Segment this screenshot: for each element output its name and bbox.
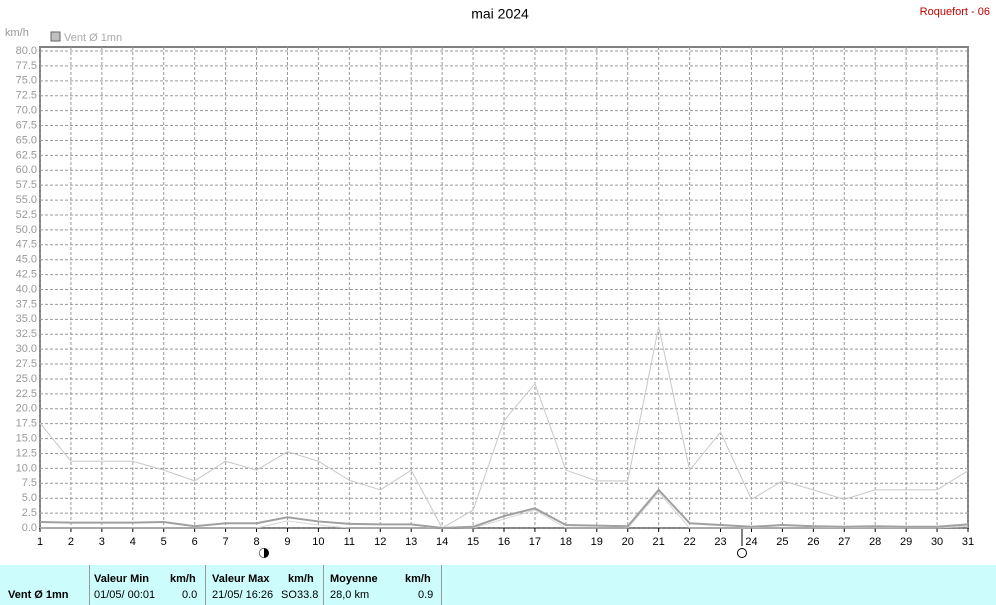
- x-tick-label: 13: [405, 536, 417, 548]
- stat-unit: km/h: [405, 573, 431, 585]
- stat-date: 21/05/ 16:26: [212, 589, 274, 601]
- stat-value: 0.9: [418, 589, 434, 601]
- x-tick-label: 16: [498, 536, 510, 548]
- y-tick-label: 15.0: [16, 432, 37, 444]
- y-tick-label: 22.5: [16, 388, 37, 400]
- y-tick-label: 5.0: [22, 492, 37, 504]
- y-tick-label: 42.5: [16, 269, 37, 281]
- stat-value: 33.8: [297, 589, 319, 601]
- y-tick-label: 27.5: [16, 358, 37, 370]
- x-tick-label: 5: [161, 536, 167, 548]
- stat-unit: km/h: [288, 573, 314, 585]
- y-tick-label: 70.0: [16, 105, 37, 117]
- y-tick-label: 57.5: [16, 179, 37, 191]
- y-tick-label: 10.0: [16, 462, 37, 474]
- y-tick-label: 40.0: [16, 283, 37, 295]
- x-tick-label: 22: [683, 536, 695, 548]
- y-tick-label: 77.5: [16, 60, 37, 72]
- stat-title: Valeur Min: [94, 573, 150, 585]
- station: Roquefort - 06: [920, 6, 990, 18]
- x-tick-label: 21: [653, 536, 665, 548]
- y-tick-label: 45.0: [16, 254, 37, 266]
- legend-label: Vent Ø 1mn: [64, 32, 122, 44]
- y-tick-label: 17.5: [16, 418, 37, 430]
- x-tick-label: 12: [374, 536, 386, 548]
- moon-phase-light: [259, 548, 264, 558]
- x-tick-label: 24: [745, 536, 757, 548]
- y-tick-label: 80.0: [16, 45, 37, 57]
- y-tick-label: 2.5: [22, 507, 37, 519]
- y-tick-label: 25.0: [16, 373, 37, 385]
- x-tick-label: 3: [99, 536, 105, 548]
- x-tick-label: 7: [223, 536, 229, 548]
- x-tick-label: 31: [962, 536, 974, 548]
- stat-distance: 28,0 km: [330, 589, 370, 601]
- x-tick-label: 18: [560, 536, 572, 548]
- separator: [441, 565, 442, 605]
- chart: mai 2024 Roquefort - 06 km/h Vent Ø 1mn …: [5, 6, 990, 558]
- x-tick-label: 28: [869, 536, 881, 548]
- x-tick-label: 8: [253, 536, 259, 548]
- y-tick-label: 7.5: [22, 477, 37, 489]
- y-tick-label: 37.5: [16, 298, 37, 310]
- y-tick-label: 65.0: [16, 134, 37, 146]
- y-tick-label: 30.0: [16, 343, 37, 355]
- x-tick-label: 23: [714, 536, 726, 548]
- x-tick-label: 4: [130, 536, 136, 548]
- y-tick-label: 47.5: [16, 239, 37, 251]
- separator: [89, 565, 90, 605]
- x-tick-label: 29: [900, 536, 912, 548]
- y-tick-label: 0.0: [22, 522, 37, 534]
- x-tick-label: 2: [68, 536, 74, 548]
- legend-swatch: [50, 31, 61, 42]
- y-tick-label: 62.5: [16, 149, 37, 161]
- stats-table: Vent Ø 1mn Valeur Min km/h 01/05/ 00:01 …: [0, 565, 996, 605]
- x-tick-label: 26: [807, 536, 819, 548]
- x-tick-label: 25: [776, 536, 788, 548]
- x-tick-label: 17: [529, 536, 541, 548]
- series-line: [39, 326, 969, 529]
- separator: [205, 565, 206, 605]
- x-tick-label: 15: [467, 536, 479, 548]
- x-tick-label: 6: [192, 536, 198, 548]
- x-tick-label: 30: [931, 536, 943, 548]
- stat-value: 0.0: [182, 589, 198, 601]
- x-tick-label: 14: [436, 536, 448, 548]
- y-tick-label: 52.5: [16, 209, 37, 221]
- x-tick-label: 10: [312, 536, 324, 548]
- moon-phase: [737, 548, 747, 558]
- series-line: [39, 488, 969, 530]
- chart-title: mai 2024: [471, 6, 529, 22]
- y-tick-label: 50.0: [16, 224, 37, 236]
- y-tick-label: 75.0: [16, 75, 37, 87]
- x-tick-label: 11: [344, 536, 355, 548]
- stat-dir: SO: [281, 589, 297, 601]
- separator: [323, 565, 324, 605]
- x-tick-label: 20: [622, 536, 634, 548]
- stat-date: 01/05/ 00:01: [94, 589, 156, 601]
- y-tick-label: 32.5: [16, 328, 37, 340]
- y-tick-label: 67.5: [16, 119, 37, 131]
- y-tick-label: 60.0: [16, 164, 37, 176]
- stat-title: Moyenne: [330, 573, 378, 585]
- stat-title: Valeur Max: [212, 573, 270, 585]
- y-tick-label: 35.0: [16, 313, 37, 325]
- y-tick-label: 55.0: [16, 194, 37, 206]
- x-tick-label: 27: [838, 536, 850, 548]
- y-tick-label: 12.5: [16, 447, 37, 459]
- stats-label: Vent Ø 1mn: [8, 589, 69, 601]
- x-tick-label: 9: [284, 536, 290, 548]
- x-tick-label: 19: [591, 536, 603, 548]
- x-tick-label: 1: [37, 536, 43, 548]
- series-line: [40, 491, 969, 529]
- y-tick-label: 72.5: [16, 90, 37, 102]
- stat-unit: km/h: [170, 573, 196, 585]
- y-axis-label: km/h: [5, 27, 29, 39]
- y-tick-label: 20.0: [16, 403, 37, 415]
